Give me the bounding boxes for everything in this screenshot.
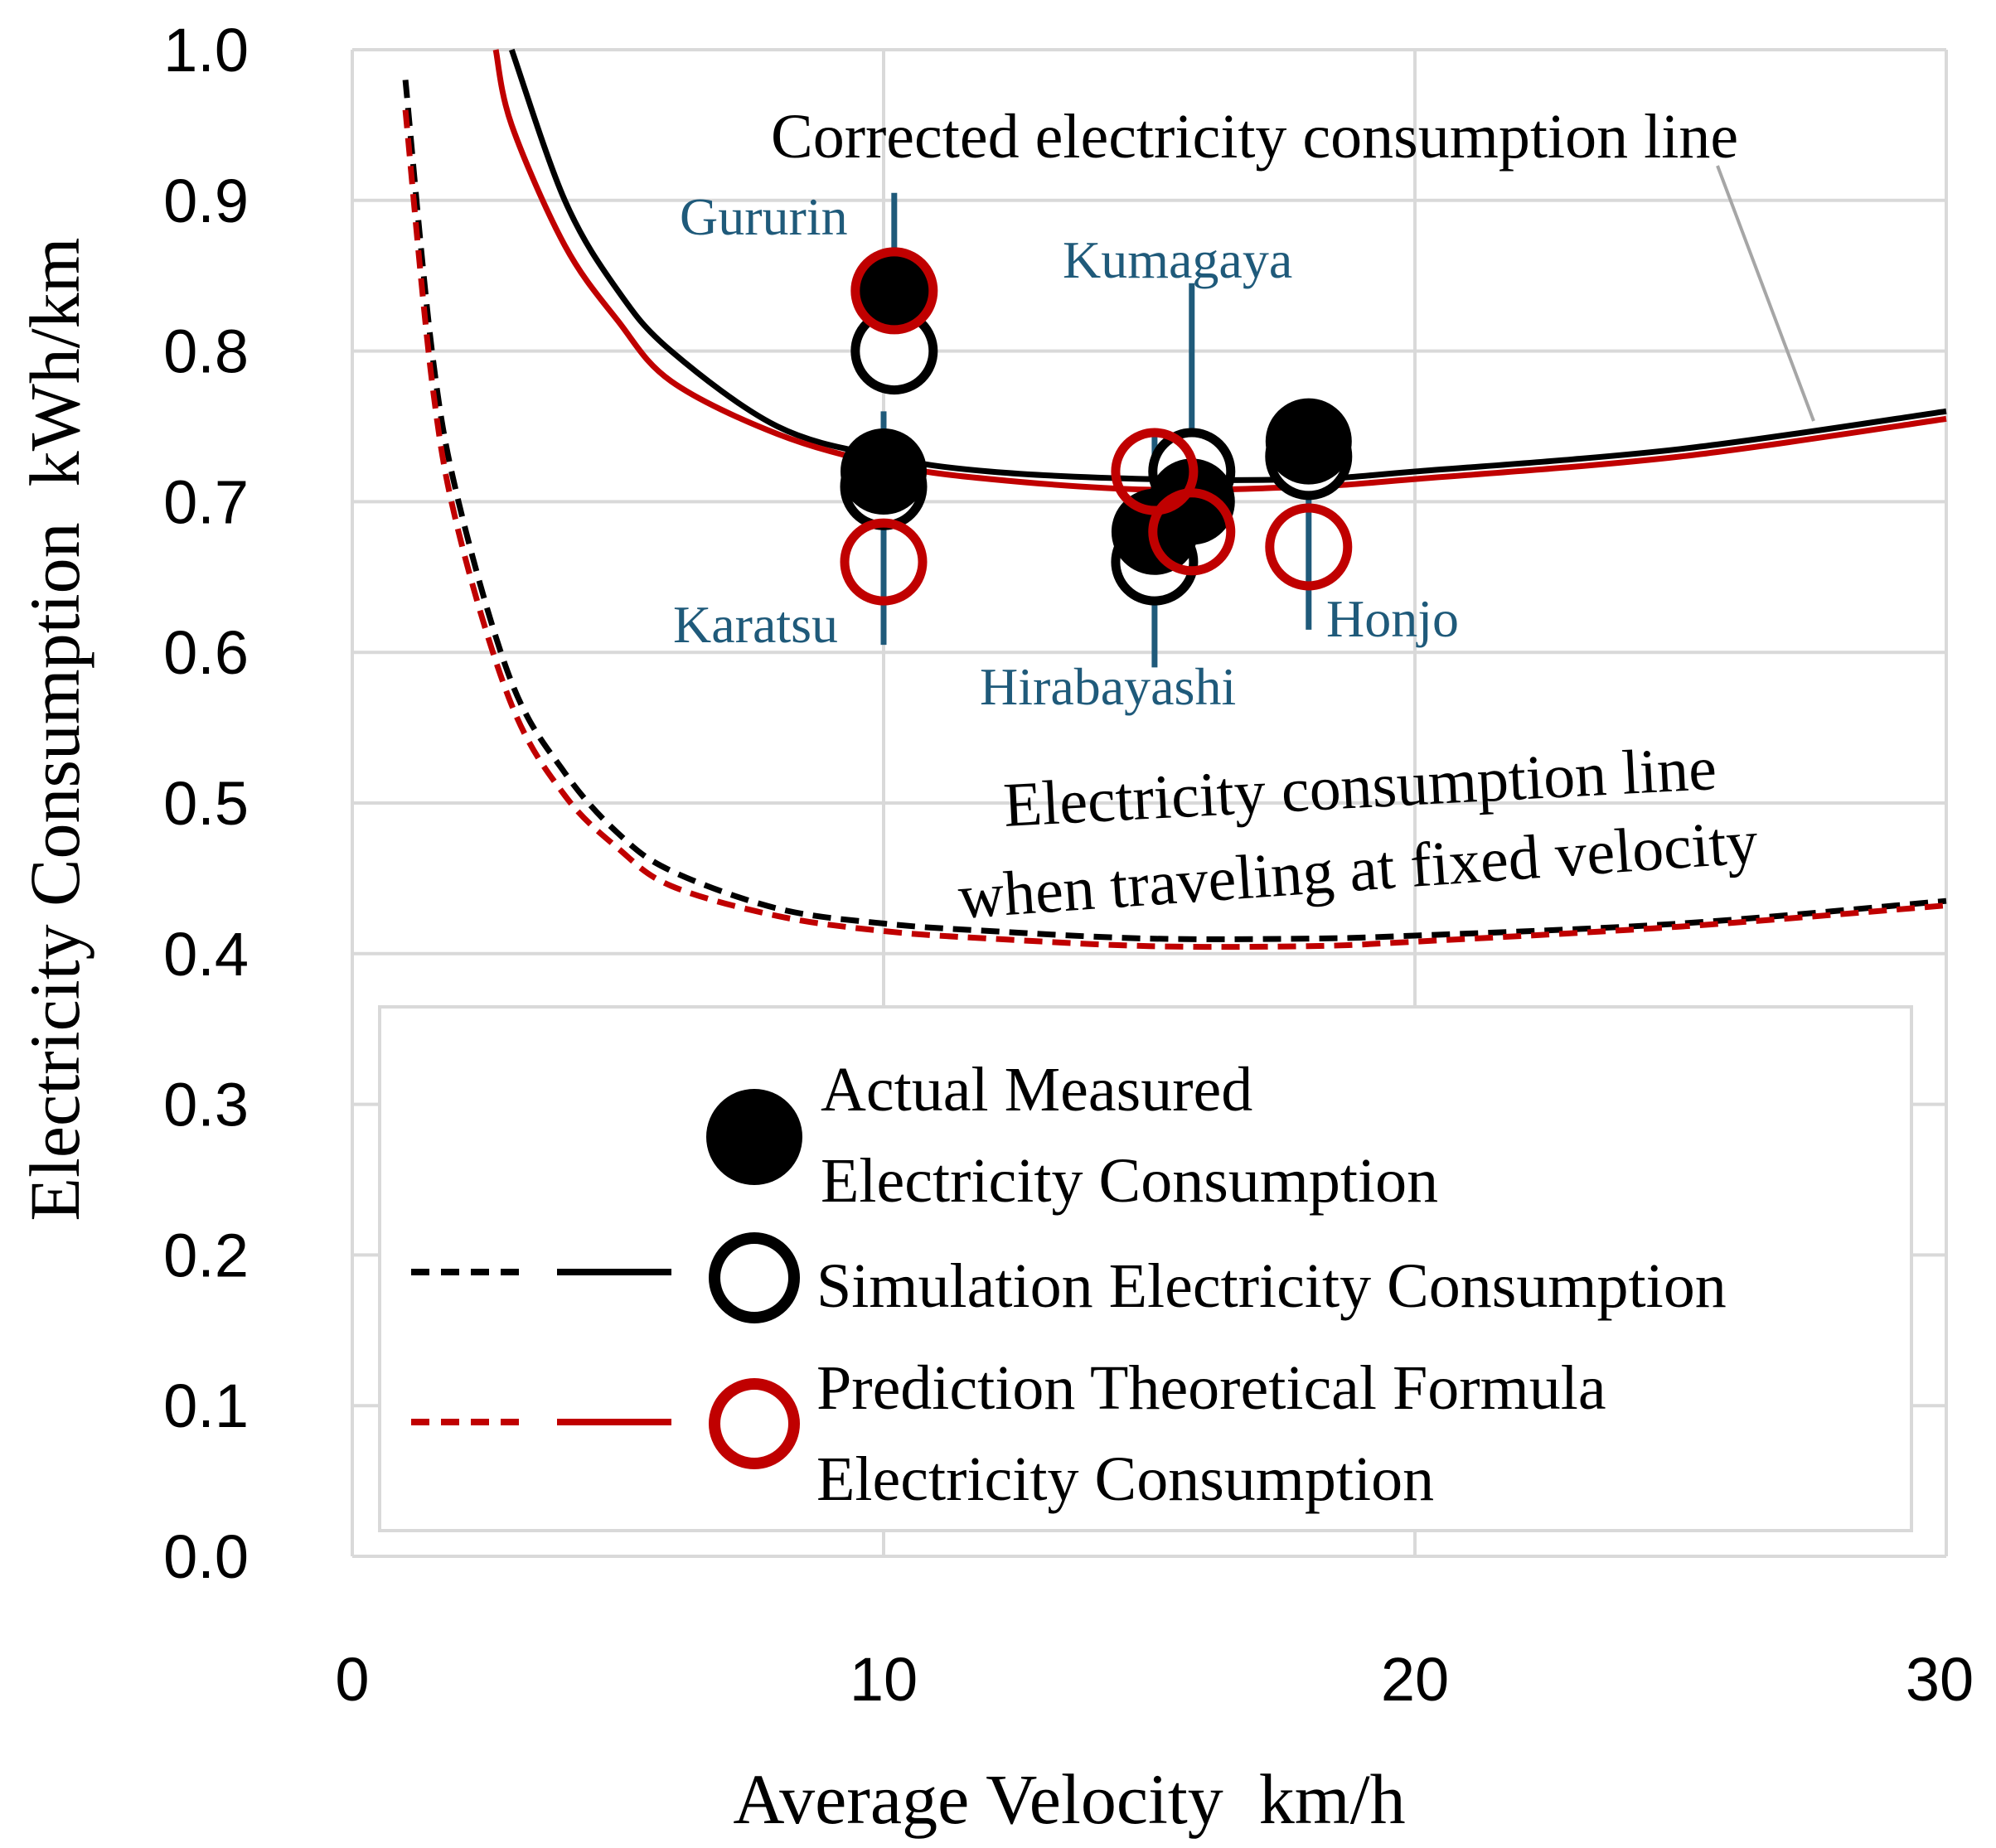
point-prediction-honjo (1265, 503, 1353, 591)
point-prediction-gururin (850, 247, 938, 335)
route-label-karatsu: Karatsu (673, 595, 838, 654)
annotation-corrected-line: Corrected electricity consumption line (771, 102, 1738, 172)
y-tick-label-1: 0.1 (163, 1371, 249, 1440)
x-tick-label-3: 30 (1906, 1645, 1974, 1714)
curve-fixed-simulation (402, 80, 1947, 942)
point-actual-kumagaya (1148, 458, 1235, 545)
curve-corrected-simulation (508, 48, 1947, 483)
point-actual-gururin (850, 247, 937, 334)
legend-actual-label-1: Actual Measured (821, 1055, 1252, 1125)
route-label-gururin: Gururin (680, 187, 848, 246)
legend-actual-label-2: Electricity Consumption (821, 1146, 1438, 1216)
legend-prediction-label-2: Electricity Consumption (816, 1444, 1434, 1514)
route-label-kumagaya: Kumagaya (1063, 230, 1292, 289)
x-tick-labels: 0 10 20 30 (335, 1645, 1974, 1714)
curve-corrected-prediction (492, 49, 1947, 493)
y-tick-label-9: 0.9 (163, 167, 249, 235)
y-tick-label-5: 0.5 (163, 769, 249, 838)
curves (402, 48, 1947, 951)
route-label-hirabayashi: Hirabayashi (980, 657, 1236, 716)
curve-fixed-prediction (402, 109, 1947, 951)
route-label-honjo: Honjo (1326, 589, 1459, 648)
x-tick-label-0: 0 (335, 1645, 369, 1714)
data-points (840, 247, 1353, 606)
y-tick-label-3: 0.3 (163, 1071, 249, 1139)
point-prediction-karatsu (840, 518, 928, 606)
x-tick-label-1: 10 (850, 1645, 918, 1714)
point-actual-honjo (1265, 398, 1352, 485)
y-tick-label-0: 0.0 (163, 1522, 249, 1591)
y-tick-label-4: 0.4 (163, 920, 249, 989)
point-prediction-kumagaya (1148, 488, 1236, 576)
legend: Actual Measured Electricity Consumption … (378, 1005, 1913, 1532)
y-tick-labels: 0.0 0.1 0.2 0.3 0.4 0.5 0.6 0.7 0.8 0.9 1.0 (163, 16, 249, 1591)
legend-actual-marker (706, 1089, 802, 1185)
y-tick-label-2: 0.2 (163, 1221, 249, 1289)
y-tick-label-6: 0.6 (163, 618, 249, 687)
y-tick-label-8: 0.8 (163, 317, 249, 386)
x-axis-label: Average Velocity km/h (733, 1759, 1405, 1839)
y-axis-label: Electricity Consumption kWh/km (15, 237, 94, 1221)
legend-simulation-label: Simulation Electricity Consumption (816, 1251, 1727, 1321)
x-tick-label-2: 20 (1381, 1645, 1449, 1714)
point-actual-karatsu (841, 428, 927, 515)
legend-prediction-label-1: Prediction Theoretical Formula (816, 1353, 1606, 1423)
corrected-line-leader (1716, 165, 1815, 422)
legend-simulation-marker (709, 1232, 800, 1323)
y-tick-label-10: 1.0 (163, 16, 249, 85)
y-tick-label-7: 0.7 (163, 467, 249, 536)
legend-prediction-marker (709, 1378, 800, 1469)
